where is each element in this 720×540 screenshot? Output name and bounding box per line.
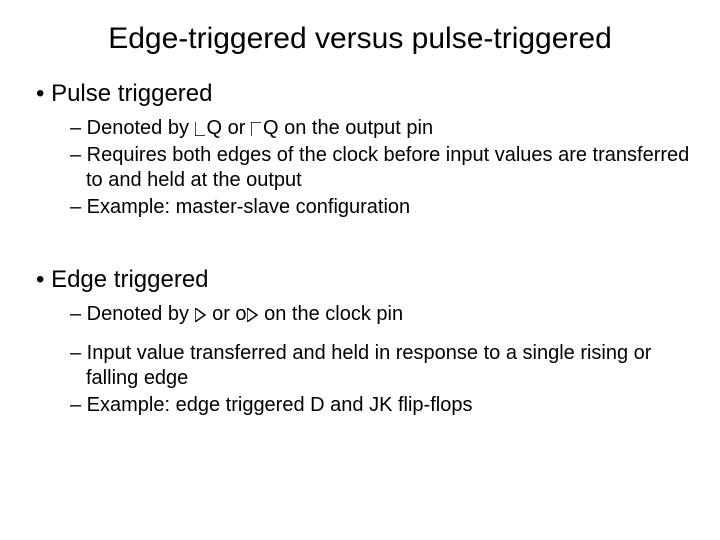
edge-line-3: – Example: edge triggered D and JK flip-… <box>70 393 690 418</box>
text: Q or <box>207 117 251 139</box>
edge-line-1: – Denoted by or o on the clock pin <box>70 302 690 327</box>
section-heading-edge: • Edge triggered <box>36 266 690 294</box>
text: – Denoted by <box>70 117 195 139</box>
pulse-line-1: – Denoted by Q or Q on the output pin <box>70 116 690 141</box>
slide-title: Edge-triggered versus pulse-triggered <box>30 22 690 56</box>
pulse-positive-icon <box>195 122 207 136</box>
text: on the clock pin <box>259 303 404 325</box>
text: Q on the output pin <box>263 117 433 139</box>
section-heading-pulse: • Pulse triggered <box>36 80 690 108</box>
edge-triangle-neg-icon <box>247 308 259 322</box>
slide: Edge-triggered versus pulse-triggered • … <box>0 0 720 540</box>
text: or o <box>207 303 247 325</box>
spacer <box>30 222 690 260</box>
text: – Denoted by <box>70 303 195 325</box>
pulse-line-2: – Requires both edges of the clock befor… <box>70 143 690 193</box>
edge-line-2: – Input value transferred and held in re… <box>70 341 690 391</box>
edge-triangle-icon <box>195 308 207 322</box>
gap <box>30 329 690 339</box>
pulse-negative-icon <box>251 122 263 136</box>
pulse-line-3: – Example: master-slave configuration <box>70 195 690 220</box>
